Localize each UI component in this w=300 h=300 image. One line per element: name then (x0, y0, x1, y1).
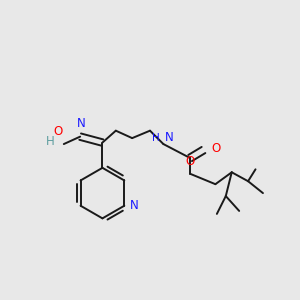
Text: H: H (152, 133, 160, 142)
Text: N: N (77, 117, 85, 130)
Text: N: N (165, 131, 174, 144)
Text: O: O (53, 125, 62, 138)
Text: H: H (46, 135, 55, 148)
Text: O: O (185, 155, 195, 168)
Text: N: N (130, 199, 138, 212)
Text: O: O (211, 142, 220, 155)
